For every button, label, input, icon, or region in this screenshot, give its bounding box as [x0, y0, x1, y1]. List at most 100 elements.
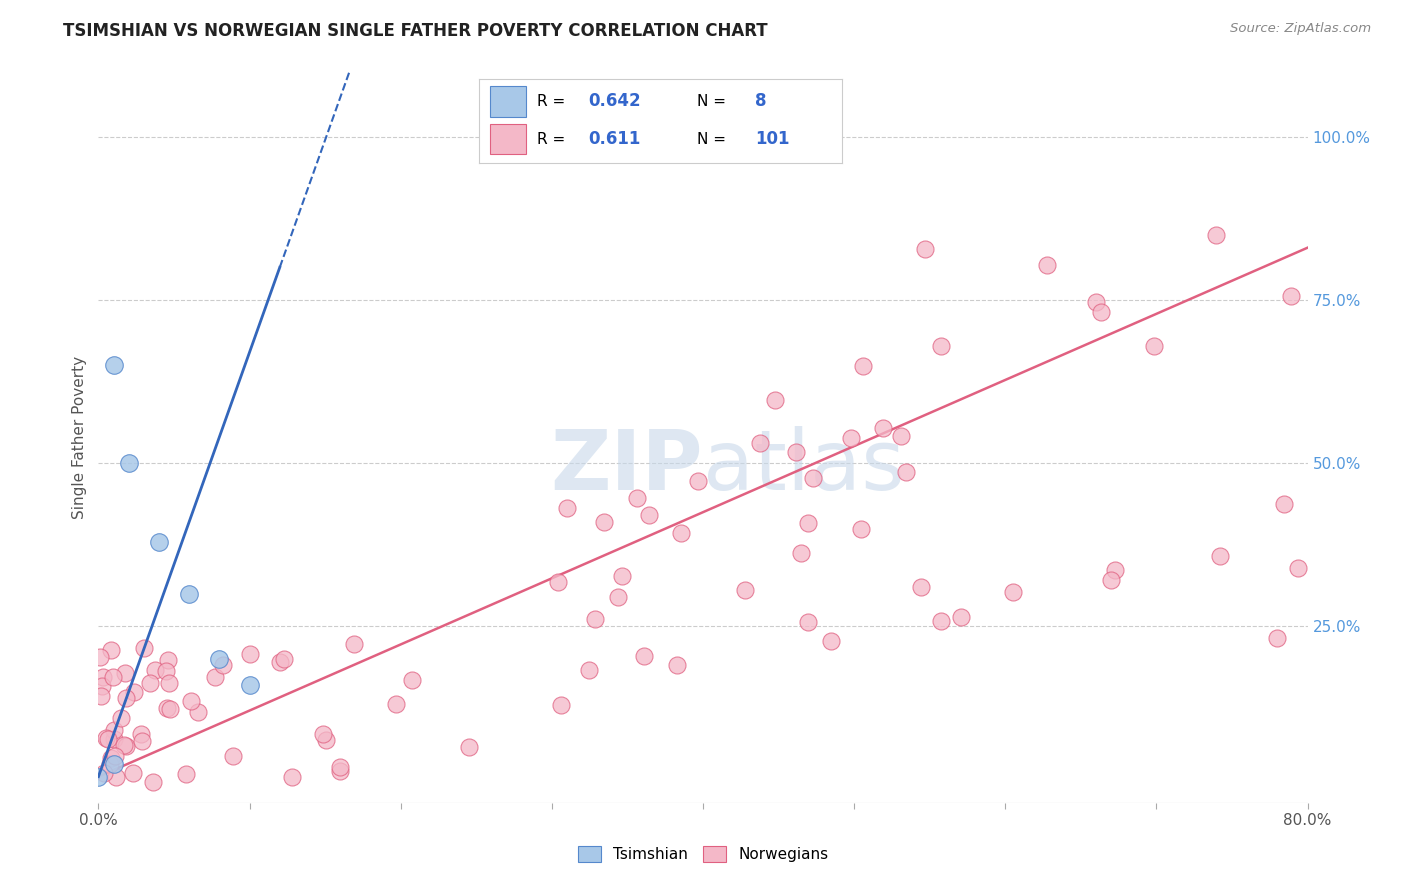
Point: [931, 615, 953, 629]
Point: [187, 705, 209, 719]
Point: [174, 767, 197, 781]
Point: [401, 673, 423, 687]
Point: [90, 689, 112, 703]
Point: [1209, 549, 1232, 563]
Point: [1274, 497, 1296, 511]
Point: [118, 456, 141, 470]
Point: [797, 516, 820, 530]
Point: [122, 685, 145, 699]
Text: Source: ZipAtlas.com: Source: ZipAtlas.com: [1230, 22, 1371, 36]
Point: [114, 738, 136, 752]
Point: [1035, 258, 1057, 272]
Point: [139, 676, 162, 690]
Point: [239, 678, 262, 692]
Point: [949, 610, 972, 624]
Point: [606, 590, 628, 604]
Point: [1002, 585, 1025, 599]
Point: [343, 637, 366, 651]
Point: [89, 649, 111, 664]
Point: [929, 339, 952, 353]
Point: [550, 698, 572, 712]
Point: [114, 666, 136, 681]
Point: [180, 694, 202, 708]
Point: [1337, 580, 1360, 594]
Point: [666, 658, 689, 673]
Point: [93, 766, 115, 780]
Point: [142, 775, 165, 789]
Point: [103, 723, 125, 737]
Point: [100, 751, 122, 765]
Point: [98, 756, 121, 771]
Point: [1205, 227, 1227, 242]
Point: [157, 676, 180, 690]
Point: [638, 508, 661, 523]
Point: [96, 731, 118, 745]
Point: [222, 749, 245, 764]
Legend: Tsimshian, Norwegians: Tsimshian, Norwegians: [572, 840, 834, 868]
Point: [457, 739, 479, 754]
Point: [100, 643, 122, 657]
Point: [143, 663, 166, 677]
Point: [547, 574, 569, 589]
Point: [785, 444, 807, 458]
Point: [914, 242, 936, 256]
Point: [91, 670, 114, 684]
Point: [105, 770, 128, 784]
Text: atlas: atlas: [703, 425, 904, 507]
Point: [134, 640, 156, 655]
Point: [578, 663, 600, 677]
Point: [115, 690, 138, 705]
Point: [156, 701, 179, 715]
Point: [91, 679, 114, 693]
Point: [179, 587, 201, 601]
Point: [239, 648, 262, 662]
Point: [281, 770, 304, 784]
Point: [633, 648, 655, 663]
Point: [686, 474, 709, 488]
Text: ZIP: ZIP: [551, 425, 703, 507]
Point: [1104, 563, 1126, 577]
Point: [204, 670, 226, 684]
Point: [131, 733, 153, 747]
Point: [122, 766, 145, 780]
Point: [748, 435, 770, 450]
Point: [612, 568, 634, 582]
Point: [910, 580, 932, 594]
Point: [156, 653, 179, 667]
Point: [1090, 305, 1112, 319]
Point: [273, 652, 295, 666]
Point: [315, 733, 337, 747]
Point: [734, 582, 756, 597]
Point: [212, 657, 235, 672]
Point: [555, 500, 578, 515]
Point: [87, 770, 110, 784]
Point: [103, 756, 125, 771]
Point: [312, 727, 335, 741]
Point: [592, 515, 614, 529]
Point: [329, 760, 352, 774]
Point: [159, 702, 181, 716]
Point: [839, 431, 862, 445]
Point: [1286, 561, 1309, 575]
Point: [801, 471, 824, 485]
Point: [872, 420, 894, 434]
Point: [155, 665, 177, 679]
Point: [1279, 289, 1302, 303]
Point: [97, 731, 120, 746]
Point: [890, 428, 912, 442]
Point: [269, 655, 291, 669]
Point: [669, 525, 692, 540]
Point: [114, 739, 136, 753]
Point: [385, 697, 408, 711]
Point: [763, 393, 786, 408]
Point: [626, 491, 648, 505]
Point: [129, 727, 152, 741]
Point: [1265, 632, 1288, 646]
Point: [1084, 294, 1107, 309]
Point: [208, 652, 231, 666]
Point: [820, 634, 842, 648]
Point: [103, 358, 125, 372]
Point: [101, 670, 124, 684]
Point: [104, 748, 127, 763]
Point: [894, 465, 917, 479]
